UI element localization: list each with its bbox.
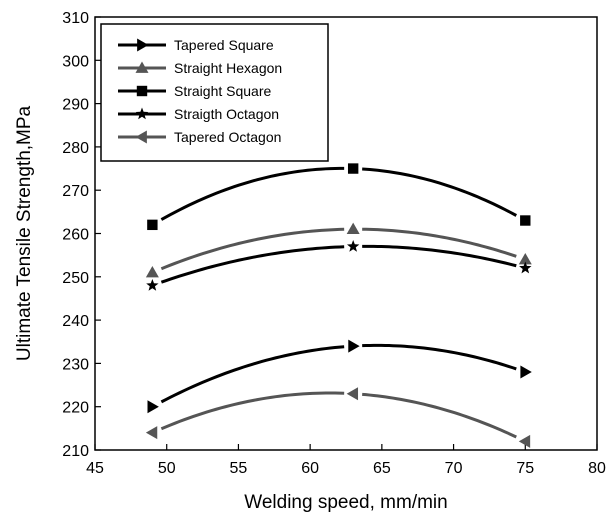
series-tapered-octagon: [145, 387, 531, 448]
x-tick-label: 60: [301, 460, 319, 477]
data-point: [520, 215, 531, 226]
x-tick-label: 65: [373, 460, 391, 477]
x-tick-label: 70: [445, 460, 463, 477]
series-line: [362, 227, 517, 258]
series-line: [362, 343, 517, 371]
data-point: [348, 339, 360, 353]
series-tapered-square: [147, 339, 532, 414]
legend-item: Tapered Octagon: [118, 129, 281, 145]
legend-label: Straight Square: [174, 83, 271, 99]
x-tick-label: 45: [86, 460, 104, 477]
y-tick-label: 240: [62, 313, 89, 330]
x-tick-label: 50: [158, 460, 176, 477]
legend-label: Straigth Octagon: [174, 106, 279, 122]
series-line: [160, 166, 345, 221]
data-point: [347, 163, 359, 174]
legend-marker: [135, 107, 149, 120]
legend-item: Straight Hexagon: [118, 60, 282, 76]
series-line: [362, 244, 517, 268]
legend-item: Straigth Octagon: [118, 106, 279, 122]
data-point: [518, 434, 531, 448]
x-axis-title: Welding speed, mm/min: [244, 492, 447, 513]
series-line: [160, 227, 345, 271]
series-line: [362, 392, 517, 439]
y-tick-label: 210: [62, 443, 89, 460]
y-tick-label: 270: [62, 183, 89, 200]
legend-item: Tapered Square: [118, 37, 274, 53]
data-point: [520, 365, 532, 379]
legend-label: Tapered Octagon: [174, 129, 281, 145]
legend-label: Tapered Square: [174, 37, 274, 53]
data-point: [145, 265, 159, 278]
series-line: [362, 167, 517, 217]
series-line: [160, 245, 345, 284]
data-point: [346, 222, 360, 235]
data-point: [147, 219, 158, 231]
data-point: [518, 252, 532, 265]
data-point: [346, 239, 360, 252]
y-tick-label: 230: [62, 356, 89, 373]
legend-item: Straight Square: [118, 83, 271, 99]
legend-marker: [136, 85, 148, 97]
data-point: [346, 387, 359, 401]
legend-marker: [135, 61, 149, 73]
y-tick-label: 250: [62, 270, 89, 287]
y-tick-label: 300: [62, 53, 89, 70]
x-tick-label: 75: [516, 460, 534, 477]
series-straigth-octagon: [146, 239, 532, 291]
x-tick-label: 80: [588, 460, 606, 477]
series-line: [160, 345, 345, 404]
y-tick-label: 220: [62, 400, 89, 417]
legend-marker: [135, 130, 147, 144]
series-straight-square: [147, 163, 531, 231]
x-tick-label: 55: [230, 460, 248, 477]
series-line: [160, 391, 345, 431]
y-axis-title: Ultimate Tensile Strength,MPa: [14, 105, 35, 361]
series-straight-hexagon: [145, 222, 532, 278]
y-tick-label: 310: [62, 10, 89, 27]
data-point: [519, 261, 532, 274]
data-point: [146, 278, 159, 291]
y-tick-label: 290: [62, 97, 89, 114]
y-tick-label: 280: [62, 140, 89, 157]
data-point: [145, 426, 158, 440]
legend-marker: [137, 38, 149, 52]
legend-label: Straight Hexagon: [174, 60, 282, 76]
data-point: [147, 400, 159, 414]
y-tick-label: 260: [62, 227, 89, 244]
